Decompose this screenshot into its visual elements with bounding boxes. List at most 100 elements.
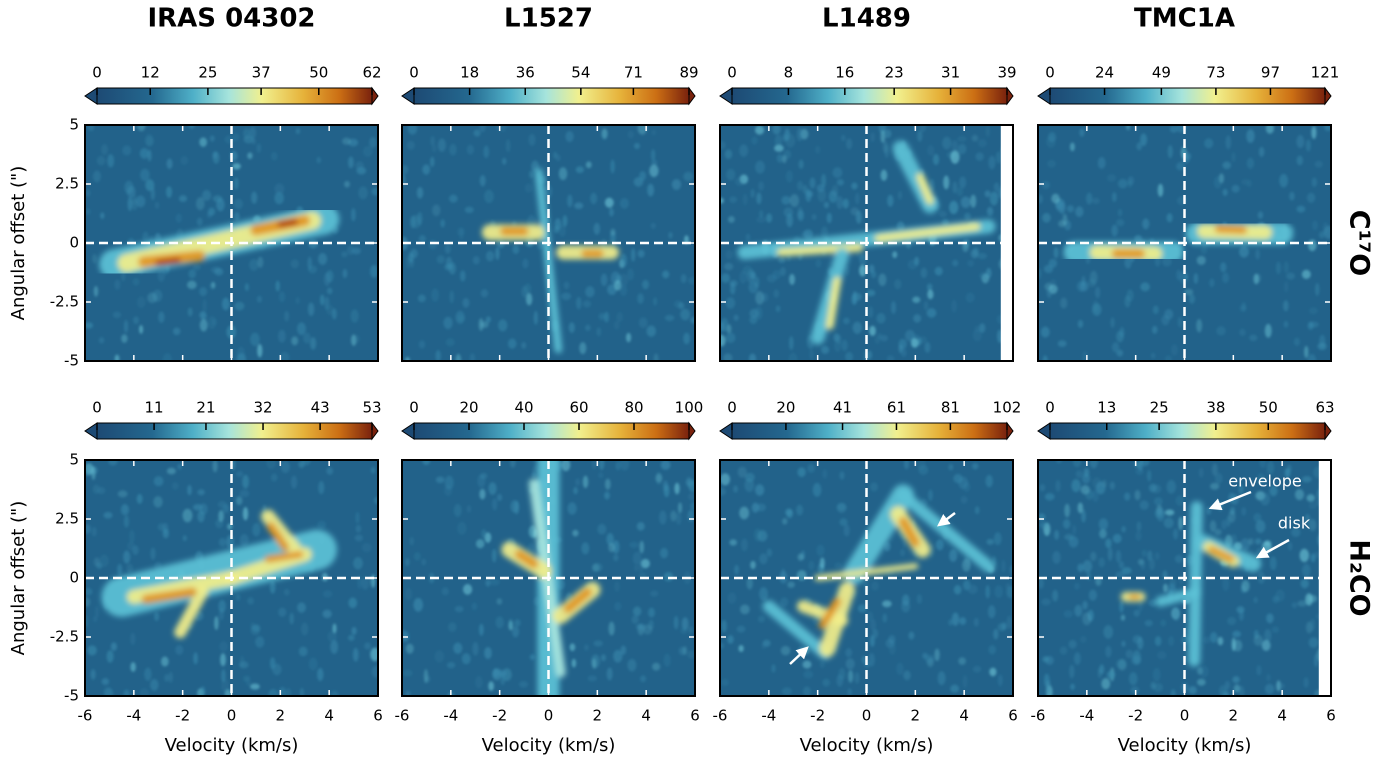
noise-speck [733, 314, 739, 321]
noise-speck [587, 675, 597, 682]
noise-speck [135, 195, 146, 208]
noise-speck [653, 297, 658, 306]
noise-speck [967, 259, 975, 267]
noise-speck [664, 314, 675, 322]
noise-speck [1314, 160, 1323, 168]
emission-feature [563, 587, 593, 614]
noise-speck [567, 194, 573, 208]
noise-speck [821, 173, 827, 188]
noise-speck [466, 144, 475, 155]
noise-speck [1152, 305, 1159, 315]
noise-speck [771, 664, 776, 673]
noise-speck [295, 127, 301, 135]
noise-speck [1308, 595, 1318, 603]
noise-speck [275, 280, 280, 292]
noise-speck [91, 526, 97, 537]
noise-speck [1067, 205, 1075, 213]
noise-speck [987, 605, 996, 619]
noise-speck [988, 155, 996, 170]
noise-speck [1304, 345, 1309, 358]
noise-speck [126, 563, 134, 573]
noise-speck [127, 197, 133, 212]
noise-speck [235, 593, 241, 601]
noise-speck [498, 319, 508, 332]
noise-speck [884, 542, 891, 552]
colorbar-tick-label: 38 [1206, 399, 1225, 417]
noise-speck [199, 319, 208, 332]
noise-speck [327, 630, 338, 643]
noise-speck [882, 613, 888, 623]
noise-speck [1149, 558, 1155, 571]
noise-speck [563, 281, 570, 290]
noise-speck [916, 593, 923, 604]
noise-speck [839, 518, 848, 527]
noise-speck [1283, 320, 1289, 328]
noise-speck [514, 619, 521, 627]
noise-speck [821, 345, 830, 354]
noise-speck [136, 493, 143, 504]
x-tick-label: 2 [911, 707, 921, 725]
noise-speck [1179, 574, 1184, 586]
noise-speck [173, 327, 181, 336]
noise-speck [402, 165, 409, 175]
noise-speck [1077, 319, 1084, 328]
panel: TMC1A C¹⁷O 0 24 49 73 97 121 [1037, 4, 1375, 362]
noise [402, 125, 695, 361]
noise-speck [101, 678, 110, 685]
noise-speck [251, 191, 258, 204]
noise-speck [786, 213, 794, 228]
x-axis-label: Velocity (km/s) [1118, 735, 1252, 756]
noise-speck [405, 558, 410, 567]
noise-speck [373, 496, 378, 505]
noise-speck [631, 248, 636, 262]
noise-speck [1231, 184, 1240, 193]
noise-speck [210, 266, 221, 274]
noise-speck [553, 151, 558, 159]
noise-speck [745, 233, 751, 241]
noise-speck [994, 585, 1003, 599]
noise-speck [496, 598, 503, 605]
noise-speck [218, 510, 224, 522]
noise-speck [748, 353, 757, 361]
noise-speck [965, 292, 975, 303]
noise-speck [166, 186, 173, 198]
noise-speck [1216, 326, 1226, 336]
noise-speck [613, 649, 623, 663]
noise-speck [422, 460, 431, 466]
noise-speck [101, 143, 108, 156]
noise-speck [782, 133, 787, 142]
noise-speck [972, 665, 982, 673]
noise-speck [866, 289, 876, 297]
noise-speck [1163, 517, 1174, 529]
noise-speck [690, 316, 695, 324]
noise-speck [870, 132, 875, 143]
noise-speck [370, 647, 378, 662]
x-tick-label: -6 [78, 707, 93, 725]
noise-speck [175, 213, 182, 223]
noise-speck [405, 643, 414, 654]
noise-speck [629, 541, 639, 549]
noise-speck [562, 215, 568, 227]
noise-speck [1238, 685, 1245, 696]
noise-speck [1140, 560, 1146, 570]
noise-speck [604, 197, 614, 208]
noise-speck [572, 529, 579, 537]
noise-speck [755, 125, 765, 135]
noise-speck [903, 460, 910, 470]
noise-speck [302, 460, 311, 466]
noise-speck [209, 282, 216, 290]
x-tick-label: 6 [690, 707, 700, 725]
noise-speck [428, 239, 437, 250]
noise-speck [221, 669, 226, 683]
noise-speck [481, 529, 487, 539]
noise-speck [759, 209, 764, 219]
noise-speck [659, 510, 667, 525]
noise-speck [960, 496, 968, 504]
noise-speck [1092, 300, 1099, 312]
noise-speck [242, 507, 249, 521]
noise-speck [112, 311, 122, 319]
noise-speck [678, 302, 685, 310]
noise-speck [405, 690, 411, 696]
noise-speck [639, 540, 645, 554]
panel-title: IRAS 04302 [147, 4, 315, 34]
